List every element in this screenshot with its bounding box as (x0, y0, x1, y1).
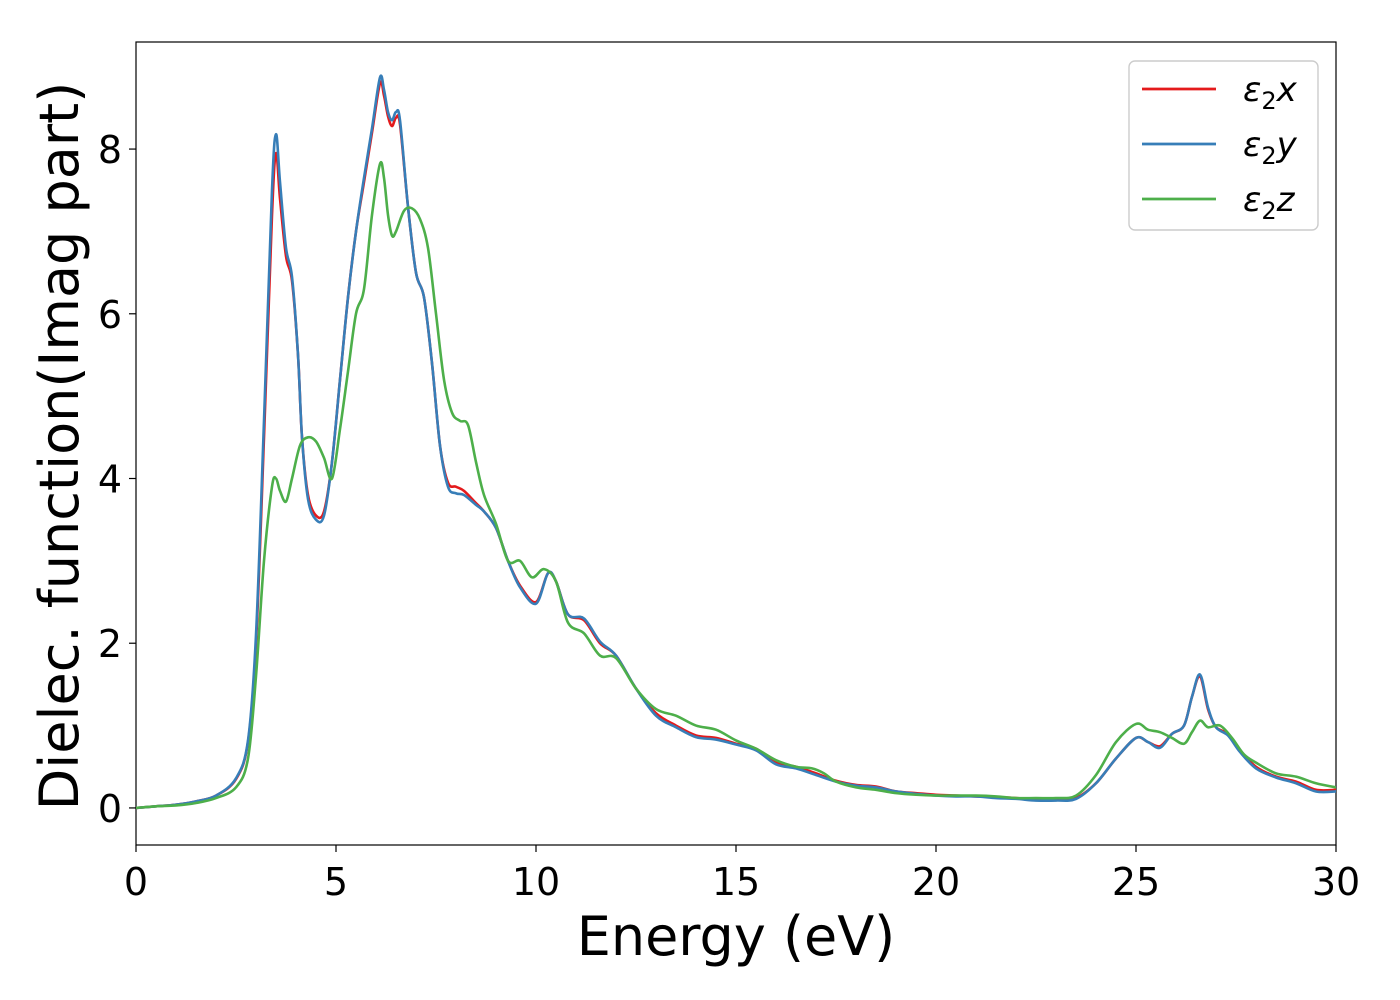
legend-box (1128, 60, 1319, 231)
y-tick-label: 2 (98, 622, 122, 666)
legend-label-axis: x (1276, 70, 1298, 110)
x-tick-label: 20 (912, 860, 960, 904)
series-layer (136, 74, 1336, 810)
legend-label-sub: 2 (1261, 142, 1276, 170)
x-tick-label: 0 (124, 860, 148, 904)
legend-label-z: ε2z (1243, 180, 1296, 225)
y-axis: 0 2 4 6 8 (98, 128, 136, 831)
legend-label-sub: 2 (1261, 197, 1276, 225)
x-tick-label: 10 (512, 860, 560, 904)
legend-label-main: ε (1243, 180, 1261, 220)
series-line-y (136, 74, 1336, 810)
legend-label-sub: 2 (1261, 87, 1276, 115)
legend-label-main: ε (1243, 125, 1261, 165)
legend-label-y: ε2y (1243, 125, 1298, 170)
legend-label-main: ε (1243, 70, 1261, 110)
y-tick-label: 0 (98, 787, 122, 831)
y-axis-title: Dielec. function(Imag part) (28, 82, 91, 811)
series-line-z (136, 160, 1336, 810)
x-axis-title: Energy (eV) (577, 905, 896, 968)
y-tick-label: 6 (98, 293, 122, 337)
x-tick-label: 30 (1312, 860, 1360, 904)
legend-label-axis: y (1276, 125, 1298, 165)
legend-label-x: ε2x (1243, 70, 1298, 115)
x-tick-label: 25 (1112, 860, 1160, 904)
legend-label-axis: z (1276, 180, 1296, 220)
x-tick-label: 5 (324, 860, 348, 904)
y-tick-label: 8 (98, 128, 122, 172)
y-tick-label: 4 (98, 458, 122, 502)
x-tick-label: 15 (712, 860, 760, 904)
x-axis: 0 5 10 15 20 25 30 (124, 845, 1360, 904)
